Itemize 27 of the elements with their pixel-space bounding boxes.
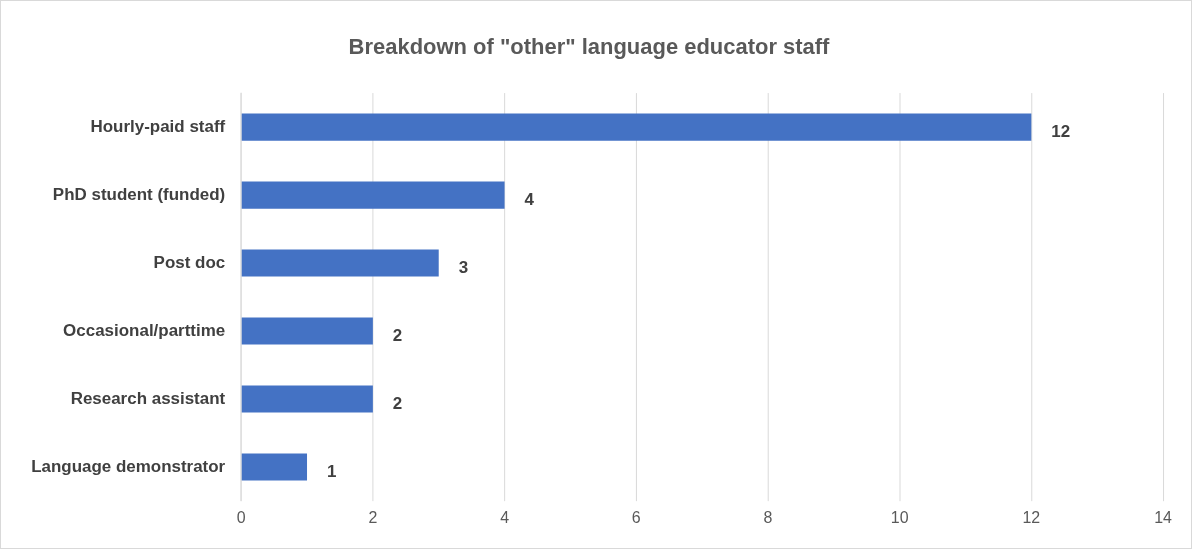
x-tick-label: 10 — [890, 508, 909, 526]
x-tick-label: 8 — [763, 508, 773, 526]
x-tick-label: 2 — [368, 508, 378, 526]
x-tick-label: 12 — [1022, 508, 1041, 526]
data-label: 3 — [458, 257, 469, 277]
y-tick-label: Hourly-paid staff — [90, 116, 226, 136]
y-tick-label: PhD student (funded) — [52, 184, 226, 204]
y-tick-label: Language demonstrator — [31, 456, 226, 476]
bar — [241, 385, 373, 413]
x-tick-label: 4 — [500, 508, 510, 526]
bar — [241, 181, 505, 209]
data-label: 2 — [392, 393, 403, 413]
y-tick-label: Post doc — [153, 252, 226, 272]
bar — [241, 453, 308, 481]
data-label: 2 — [392, 325, 403, 345]
y-tick-label: Occasional/parttime — [63, 320, 226, 340]
bar — [241, 249, 439, 277]
chart-title: Breakdown of "other" language educator staff — [348, 34, 831, 60]
y-tick-label: Research assistant — [70, 388, 226, 408]
x-tick-label: 14 — [1154, 508, 1173, 526]
data-label: 12 — [1051, 121, 1071, 141]
bar — [241, 113, 1032, 141]
x-tick-label: 0 — [236, 508, 246, 526]
data-label: 1 — [326, 461, 337, 481]
bar — [241, 317, 373, 345]
data-label: 4 — [524, 189, 535, 209]
x-tick-label: 6 — [631, 508, 641, 526]
